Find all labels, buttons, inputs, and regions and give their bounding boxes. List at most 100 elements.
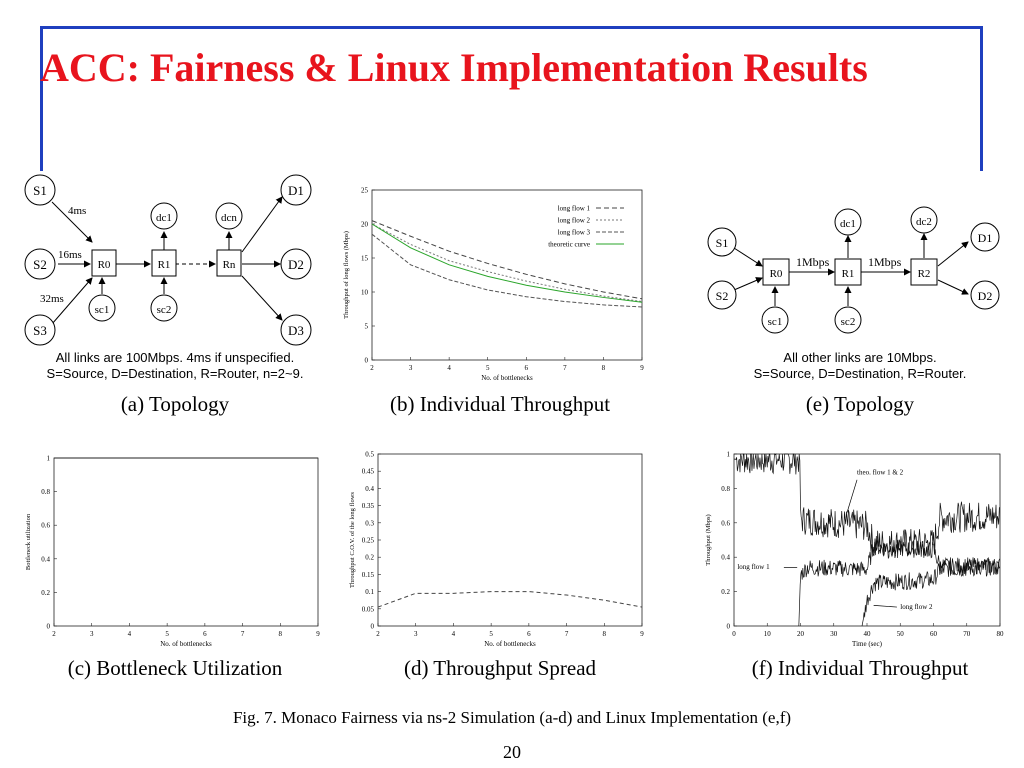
- y-tick-label: 0.2: [41, 589, 50, 597]
- x-tick-label: 4: [447, 364, 451, 372]
- node-e-r2: R2: [910, 258, 938, 286]
- topology-a-note-1: All links are 100Mbps. 4ms if unspecifie…: [55, 350, 295, 365]
- svg-text:D1: D1: [978, 231, 993, 245]
- y-tick-label: 5: [365, 323, 369, 331]
- node-e-sc1: sc1: [761, 306, 789, 334]
- legend-label: long flow 2: [558, 217, 591, 225]
- y-tick-label: 0.6: [721, 519, 730, 527]
- topology-e-note-1: All other links are 10Mbps.: [783, 350, 937, 365]
- svg-text:D2: D2: [288, 257, 304, 272]
- topology-e-caption: (e) Topology: [805, 392, 915, 416]
- node-dcn: dcn: [215, 202, 243, 230]
- chart-d-panel: 2 3 4 5 6 7 8 9 0 0.05 0.1 0.15 0.2 0.25 0.3 0.35 0.4 0.4…: [342, 450, 652, 650]
- svg-text:sc2: sc2: [841, 316, 856, 328]
- x-tick-label: 8: [279, 630, 283, 638]
- y-tick-label: 0: [47, 623, 51, 631]
- series-line-1: [377, 591, 643, 608]
- node-sc1: sc1: [88, 294, 116, 322]
- x-tick-label: 9: [316, 630, 320, 638]
- y-tick-label: 0.45: [362, 468, 375, 476]
- svg-text:S1: S1: [33, 183, 47, 198]
- svg-text:sc1: sc1: [95, 304, 110, 316]
- annotation-theo: theo. flow 1 & 2: [857, 469, 904, 477]
- chart-f-caption: (f) Individual Throughput: [751, 656, 969, 680]
- y-tick-label: 0.4: [365, 485, 374, 493]
- y-tick-label: 0.4: [41, 555, 50, 563]
- y-tick-label: 20: [361, 221, 369, 229]
- chart-d: 2 3 4 5 6 7 8 9 0 0.05 0.1 0.15 0.2 0.25 0.3 0.35 0.4 0.4…: [349, 451, 644, 649]
- svg-text:R1: R1: [158, 259, 171, 271]
- y-tick-label: 10: [361, 289, 369, 297]
- svg-text:sc1: sc1: [768, 316, 783, 328]
- x-tick-label: 10: [764, 630, 772, 638]
- chart-b-caption: (b) Individual Throughput: [389, 392, 611, 416]
- node-d2: D2: [280, 248, 312, 280]
- x-axis-label: No. of bottlenecks: [481, 374, 533, 382]
- node-d3: D3: [280, 314, 312, 346]
- chart-c-caption: (c) Bottleneck Utilization: [67, 656, 283, 680]
- y-axis-label: Throughput of long flows (Mbps): [343, 231, 350, 319]
- x-tick-label: 9: [640, 630, 644, 638]
- y-tick-label: 0: [365, 357, 369, 365]
- series-line-1: [371, 220, 643, 300]
- node-e-s2: S2: [707, 280, 737, 310]
- series-line-2: [861, 559, 1000, 627]
- x-tick-label: 40: [864, 630, 872, 638]
- y-tick-label: 0.5: [365, 451, 374, 459]
- frame-left-line: [40, 26, 43, 171]
- topology-a-caption: (a) Topology: [120, 392, 230, 416]
- y-axis-label: Bottleneck utilization: [25, 513, 32, 570]
- plot-frame: [371, 189, 643, 361]
- node-r0: R0: [91, 249, 117, 277]
- x-tick-label: 50: [897, 630, 905, 638]
- y-tick-label: 0.25: [362, 537, 375, 545]
- annotation-arrow: [873, 605, 897, 608]
- x-tick-label: 80: [997, 630, 1005, 638]
- link-label-32ms: 32ms: [40, 293, 64, 305]
- link-label-4ms: 4ms: [68, 205, 86, 217]
- chart-f: 0 10 20 30 40 50 60 70 80 0 0.2 0.4 0.6 0.8 1 Time (sec…: [705, 451, 1005, 649]
- x-tick-label: 3: [90, 630, 94, 638]
- annotation-long-flow-1: long flow 1: [737, 563, 770, 571]
- x-tick-label: 7: [241, 630, 245, 638]
- x-tick-label: 4: [452, 630, 456, 638]
- y-tick-label: 15: [361, 255, 369, 263]
- svg-text:S1: S1: [716, 236, 729, 250]
- node-d1: D1: [280, 174, 312, 206]
- link-label-16ms: 16ms: [58, 249, 82, 261]
- svg-text:sc2: sc2: [157, 304, 172, 316]
- topology-a-panel: S1 S2 S3 R0 R1 Rn sc1 sc2 dc1 dcn D1 D2 …: [20, 172, 340, 352]
- svg-text:D3: D3: [288, 323, 304, 338]
- x-tick-label: 60: [930, 630, 938, 638]
- svg-text:S3: S3: [33, 323, 47, 338]
- chart-b: 2 3 4 5 6 7 8 9 0 5 10 15 20 25 No. of bottlenecks Thro…: [343, 187, 644, 383]
- chart-f-panel: 0 10 20 30 40 50 60 70 80 0 0.2 0.4 0.6 0.8 1 Time (sec…: [700, 450, 1010, 650]
- x-tick-label: 2: [376, 630, 380, 638]
- node-s3: S3: [24, 314, 56, 346]
- x-tick-label: 5: [165, 630, 169, 638]
- y-tick-label: 0.05: [362, 605, 375, 613]
- topology-e-note-2: S=Source, D=Destination, R=Router.: [753, 366, 967, 381]
- y-tick-label: 0.35: [362, 502, 375, 510]
- node-e-d2: D2: [970, 280, 1000, 310]
- x-axis-label: No. of bottlenecks: [484, 640, 536, 648]
- y-tick-label: 0.8: [41, 488, 50, 496]
- node-rn: Rn: [216, 249, 242, 277]
- node-e-dc1: dc1: [834, 208, 862, 236]
- x-tick-label: 4: [128, 630, 132, 638]
- annotation-arrow: [846, 479, 858, 513]
- page-number: 20: [503, 742, 521, 762]
- y-tick-label: 0.1: [365, 588, 374, 596]
- x-axis-label: Time (sec): [852, 640, 883, 648]
- topology-e-diagram: S1 S2 R0 R1 R2 sc1 sc2 dc1 dc2 D1 D2 1Mb…: [707, 206, 1000, 334]
- svg-text:dcn: dcn: [221, 212, 237, 224]
- topology-a-diagram: S1 S2 S3 R0 R1 Rn sc1 sc2 dc1 dcn D1 D2 …: [24, 174, 312, 346]
- x-tick-label: 2: [370, 364, 374, 372]
- topology-e-panel: S1 S2 R0 R1 R2 sc1 sc2 dc1 dc2 D1 D2 1Mb…: [700, 200, 1010, 340]
- x-axis-label: No. of bottlenecks: [160, 640, 212, 648]
- x-tick-label: 9: [640, 364, 644, 372]
- series-line-4: [371, 223, 643, 303]
- legend-label: long flow 3: [558, 229, 591, 237]
- y-axis-label: Throughput (Mbps): [705, 514, 712, 565]
- x-tick-label: 3: [414, 630, 418, 638]
